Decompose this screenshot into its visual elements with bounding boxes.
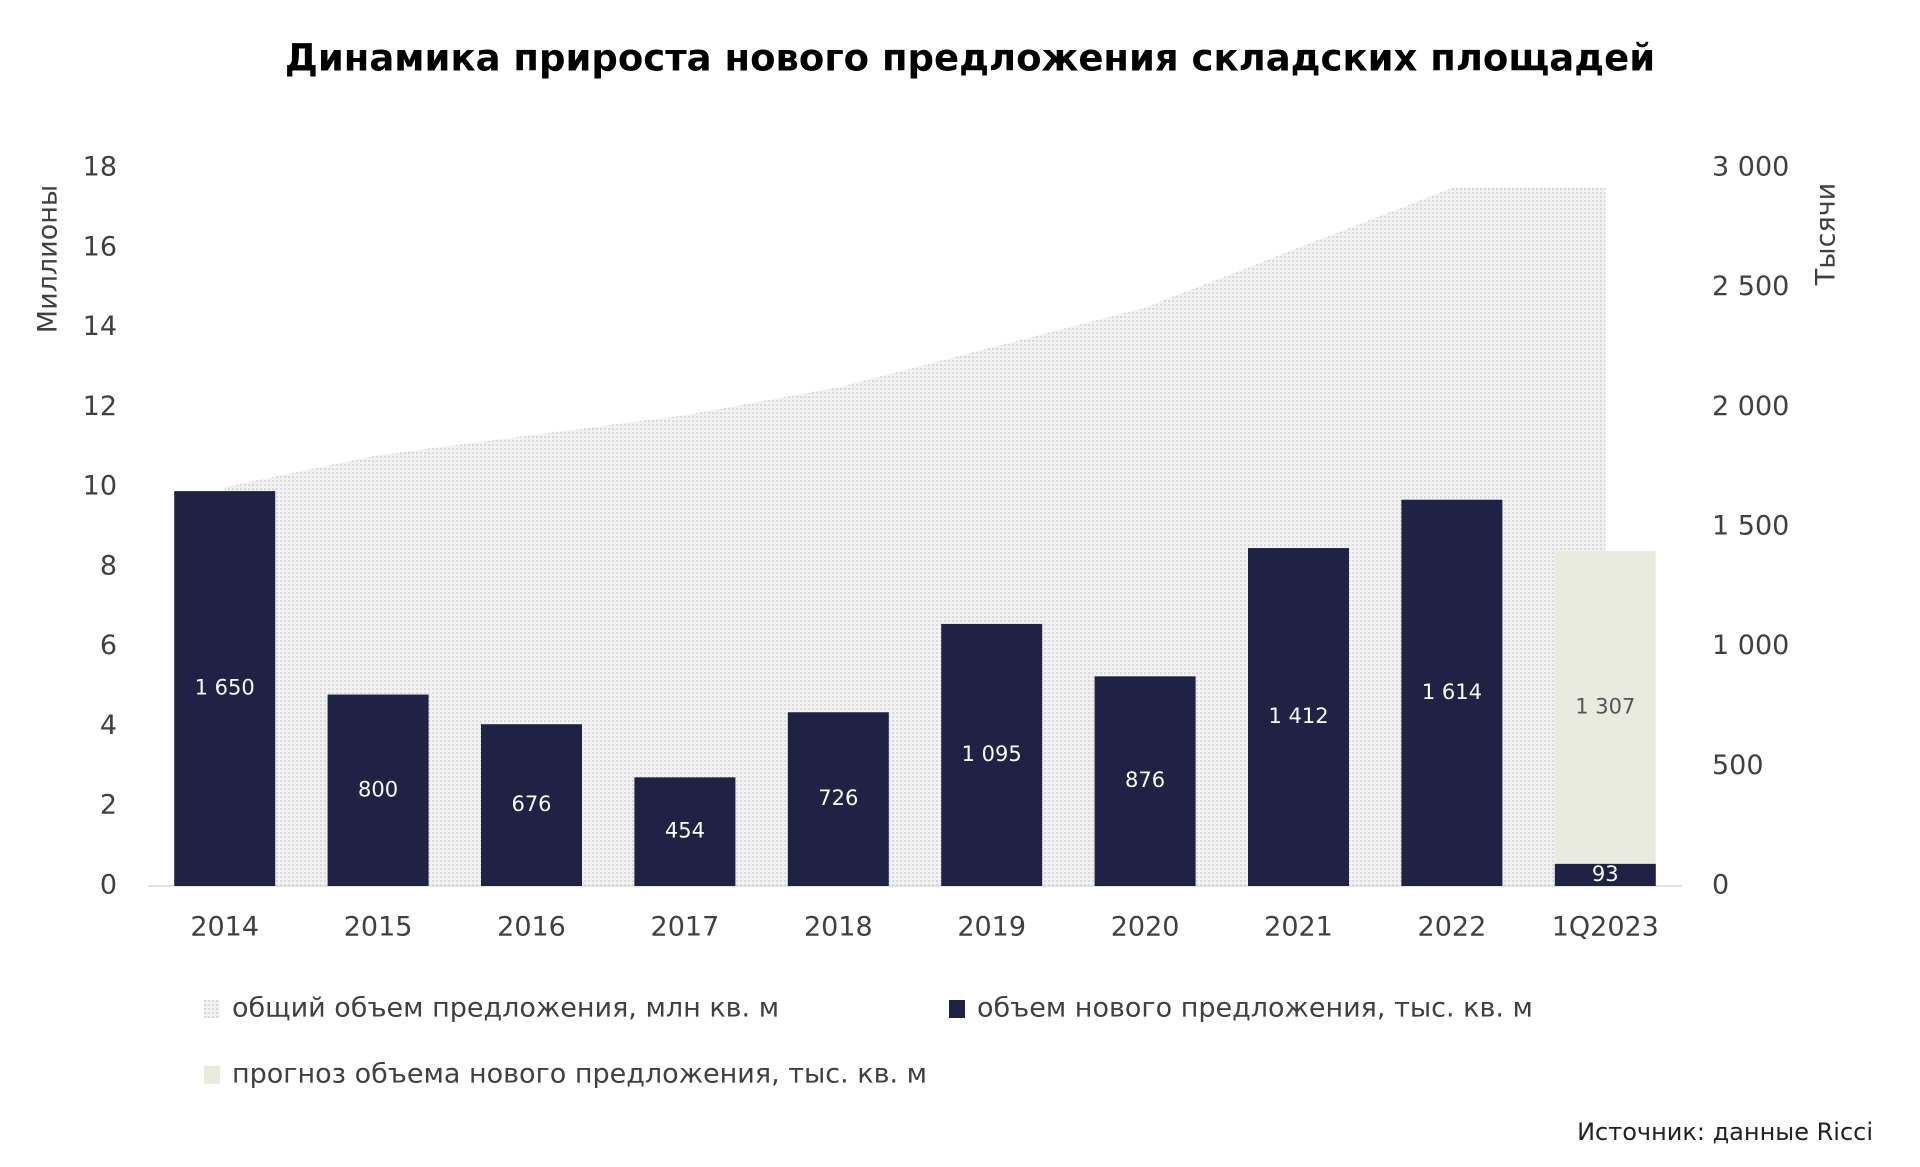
y-tick-label: 10 <box>83 471 117 502</box>
legend-label: общий объем предложения, млн кв. м <box>232 993 779 1024</box>
x-tick-label: 2022 <box>1418 912 1487 943</box>
bar <box>1554 863 1656 886</box>
data-label: 876 <box>1125 768 1165 792</box>
y2-tick-label: 3 000 <box>1712 152 1789 183</box>
y-tick-label: 2 <box>100 790 117 821</box>
y-tick-label: 0 <box>100 870 117 901</box>
bar <box>1248 548 1349 886</box>
bar <box>1554 550 1656 864</box>
y-tick-label: 6 <box>100 630 117 661</box>
x-tick-label: 2017 <box>651 912 720 943</box>
legend-swatch <box>949 1000 965 1018</box>
legend-swatch <box>204 1066 220 1084</box>
bar <box>634 777 736 886</box>
x-tick-label: 2020 <box>1111 912 1180 943</box>
x-tick-label: 2016 <box>497 912 566 943</box>
x-tick-label: 2014 <box>190 912 259 943</box>
bar <box>941 623 1043 886</box>
y-tick-label: 4 <box>100 710 117 741</box>
data-label: 726 <box>818 786 858 810</box>
x-tick-label: 2015 <box>344 912 413 943</box>
legend-label: объем нового предложения, тыс. кв. м <box>977 993 1533 1024</box>
bar <box>174 491 276 886</box>
y2-tick-label: 1 500 <box>1712 511 1789 542</box>
y2-axis-label: Тысячи <box>1811 183 1842 286</box>
area <box>224 187 1606 886</box>
y-tick-label: 16 <box>83 231 117 262</box>
y2-tick-label: 500 <box>1712 750 1764 781</box>
data-label: 1 614 <box>1422 680 1482 704</box>
y-tick-label: 12 <box>83 391 117 422</box>
bar <box>481 724 582 886</box>
x-tick-label: 2019 <box>957 912 1026 943</box>
data-label: 1 650 <box>195 676 255 700</box>
y2-tick-label: 2 000 <box>1712 391 1789 422</box>
bar <box>787 712 889 886</box>
y-tick-label: 18 <box>83 152 117 183</box>
data-label: 93 <box>1592 862 1619 886</box>
y-tick-label: 14 <box>83 311 117 342</box>
data-label: 800 <box>358 777 398 801</box>
x-tick-label: 1Q2023 <box>1552 912 1659 943</box>
bar <box>327 694 429 886</box>
legend-label: прогноз объема нового предложения, тыс. … <box>232 1059 927 1090</box>
bar <box>1401 499 1503 886</box>
source-note: Источник: данные Ricci <box>1577 1118 1873 1146</box>
data-label: 1 412 <box>1268 704 1328 728</box>
legend-swatch <box>204 1000 220 1018</box>
y2-tick-label: 1 000 <box>1712 630 1789 661</box>
data-label: 454 <box>665 819 705 843</box>
y-axis-label: Миллионы <box>33 185 64 333</box>
y-tick-label: 8 <box>100 550 117 581</box>
x-tick-label: 2021 <box>1264 912 1333 943</box>
chart-title: Динамика прироста нового предложения скл… <box>285 37 1655 80</box>
x-tick-label: 2018 <box>804 912 873 943</box>
bar <box>1094 676 1196 886</box>
data-label: 1 095 <box>962 742 1022 766</box>
data-label: 676 <box>511 792 551 816</box>
y2-tick-label: 2 500 <box>1712 271 1789 302</box>
y2-tick-label: 0 <box>1712 870 1729 901</box>
data-label: 1 307 <box>1575 694 1635 718</box>
